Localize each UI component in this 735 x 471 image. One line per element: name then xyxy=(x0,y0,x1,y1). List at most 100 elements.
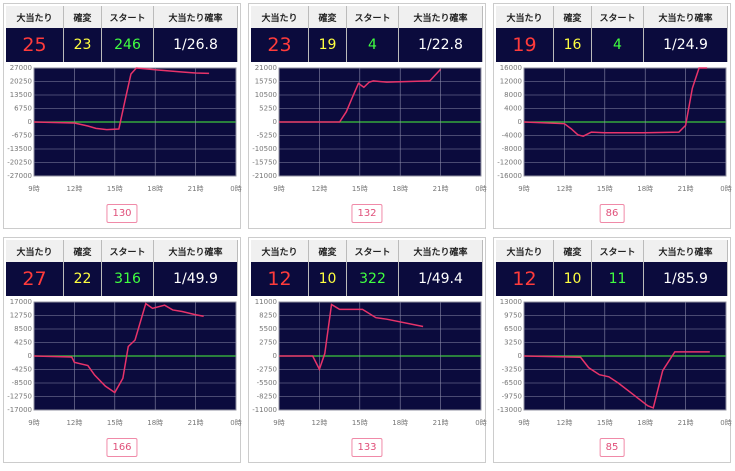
stat-value: 23 xyxy=(251,28,309,62)
x-tick-label: 0時 xyxy=(230,419,241,427)
line-series xyxy=(523,67,708,137)
x-tick-label: 21時 xyxy=(433,419,449,427)
stats-row: 19 16 4 1/24.9 xyxy=(496,28,728,62)
panel: 大当たり 確変 スタート 大当たり確率 12 10 322 1/49.4 11000 8250 55… xyxy=(248,237,487,463)
stat-value: 4 xyxy=(592,28,644,62)
y-tick-label: 8000 xyxy=(504,91,522,99)
header-cell: 確変 xyxy=(554,6,592,28)
line-series xyxy=(279,303,424,372)
y-tick-label: -6500 xyxy=(502,379,522,387)
y-tick-label: 2750 xyxy=(259,339,277,347)
x-tick-label: 15時 xyxy=(352,419,368,427)
line-series xyxy=(33,302,204,394)
header-cell: 大当たり確率 xyxy=(399,6,483,28)
x-tick-label: 21時 xyxy=(678,185,694,193)
stat-value: 25 xyxy=(6,28,64,62)
y-tick-label: 4250 xyxy=(14,339,32,347)
machine-number: 166 xyxy=(106,438,138,457)
y-tick-label: -3250 xyxy=(502,366,522,374)
header-cell: 大当たり確率 xyxy=(644,240,728,262)
y-tick-label: 20250 xyxy=(10,78,32,86)
x-tick-label: 0時 xyxy=(230,185,241,193)
stat-value: 1/49.4 xyxy=(399,262,483,296)
header-cell: 大当たり xyxy=(496,6,554,28)
x-tick-label: 18時 xyxy=(637,419,653,427)
x-tick-label: 15時 xyxy=(597,185,613,193)
header-cell: スタート xyxy=(592,6,644,28)
machine-number: 132 xyxy=(351,204,383,223)
y-tick-label: 6500 xyxy=(504,325,522,333)
stat-value: 22 xyxy=(64,262,102,296)
panel: 大当たり 確変 スタート 大当たり確率 27 22 316 1/49.9 17000 12750 8… xyxy=(3,237,242,463)
header-cell: 確変 xyxy=(309,6,347,28)
stat-value: 1/22.8 xyxy=(399,28,483,62)
header-cell: 確変 xyxy=(309,240,347,262)
y-tick-label: 9750 xyxy=(504,312,522,320)
x-tick-label: 18時 xyxy=(392,419,408,427)
panel: 大当たり 確変 スタート 大当たり確率 19 16 4 1/24.9 16000 12000 800… xyxy=(493,3,732,229)
header-cell: 大当たり xyxy=(6,240,64,262)
stat-value: 1/24.9 xyxy=(644,28,728,62)
header-cell: スタート xyxy=(347,6,399,28)
y-tick-label: 0 xyxy=(28,352,32,360)
stat-value: 316 xyxy=(102,262,154,296)
chart: 17000 12750 8500 4250 0 -4250 -8500 -12750 -1700… xyxy=(7,298,242,427)
header-cell: スタート xyxy=(347,240,399,262)
line-series xyxy=(523,351,710,409)
y-tick-label: 3250 xyxy=(504,339,522,347)
stats-row: 12 10 11 1/85.9 xyxy=(496,262,728,296)
y-tick-label: -13000 xyxy=(497,406,522,414)
y-tick-label: -10500 xyxy=(252,145,277,153)
x-tick-label: 15時 xyxy=(107,185,123,193)
y-tick-label: -15750 xyxy=(252,159,277,167)
header-cell: スタート xyxy=(102,6,154,28)
y-tick-label: 0 xyxy=(518,118,522,126)
chart: 16000 12000 8000 4000 0 -4000 -8000 -12000 -1600… xyxy=(497,64,732,193)
stats-row: 12 10 322 1/49.4 xyxy=(251,262,483,296)
x-tick-label: 15時 xyxy=(597,419,613,427)
x-tick-label: 0時 xyxy=(720,185,731,193)
header-cell: 大当たり確率 xyxy=(154,240,238,262)
y-tick-label: -21000 xyxy=(252,172,277,180)
y-tick-label: -5500 xyxy=(257,379,277,387)
y-tick-label: 11000 xyxy=(255,298,277,306)
y-tick-label: -27000 xyxy=(7,172,32,180)
y-tick-label: 0 xyxy=(28,118,32,126)
machine-number: 85 xyxy=(599,438,625,457)
machine-number: 130 xyxy=(106,204,138,223)
x-tick-label: 12時 xyxy=(311,419,327,427)
y-tick-label: 13000 xyxy=(500,298,522,306)
stat-value: 1/49.9 xyxy=(154,262,238,296)
y-tick-label: 10500 xyxy=(255,91,277,99)
header-cell: 大当たり確率 xyxy=(154,6,238,28)
x-tick-label: 12時 xyxy=(556,419,572,427)
stat-value: 10 xyxy=(554,262,592,296)
stats-row: 27 22 316 1/49.9 xyxy=(6,262,238,296)
y-tick-label: 0 xyxy=(273,352,277,360)
x-tick-label: 21時 xyxy=(188,419,204,427)
x-tick-label: 18時 xyxy=(637,185,653,193)
y-tick-label: 27000 xyxy=(10,64,32,72)
stat-value: 4 xyxy=(347,28,399,62)
stat-value: 16 xyxy=(554,28,592,62)
stats-header: 大当たり 確変 スタート 大当たり確率 xyxy=(251,6,483,28)
header-cell: 大当たり xyxy=(251,240,309,262)
x-tick-label: 18時 xyxy=(392,185,408,193)
y-tick-label: -20250 xyxy=(7,159,32,167)
y-tick-label: 21000 xyxy=(255,64,277,72)
y-tick-label: -9750 xyxy=(502,393,522,401)
y-tick-label: -12000 xyxy=(497,159,522,167)
y-tick-label: -4250 xyxy=(12,366,32,374)
y-tick-label: -8250 xyxy=(257,393,277,401)
stats-header: 大当たり 確変 スタート 大当たり確率 xyxy=(496,240,728,262)
y-tick-label: 17000 xyxy=(10,298,32,306)
header-cell: 大当たり xyxy=(6,6,64,28)
x-tick-label: 12時 xyxy=(311,185,327,193)
panel: 大当たり 確変 スタート 大当たり確率 23 19 4 1/22.8 21000 15750 105… xyxy=(248,3,487,229)
y-tick-label: 6750 xyxy=(14,105,32,113)
x-tick-label: 15時 xyxy=(107,419,123,427)
y-tick-label: -8500 xyxy=(12,379,32,387)
stats-row: 25 23 246 1/26.8 xyxy=(6,28,238,62)
stat-value: 322 xyxy=(347,262,399,296)
chart: 13000 9750 6500 3250 0 -3250 -6500 -9750 -13000 9… xyxy=(497,298,732,427)
